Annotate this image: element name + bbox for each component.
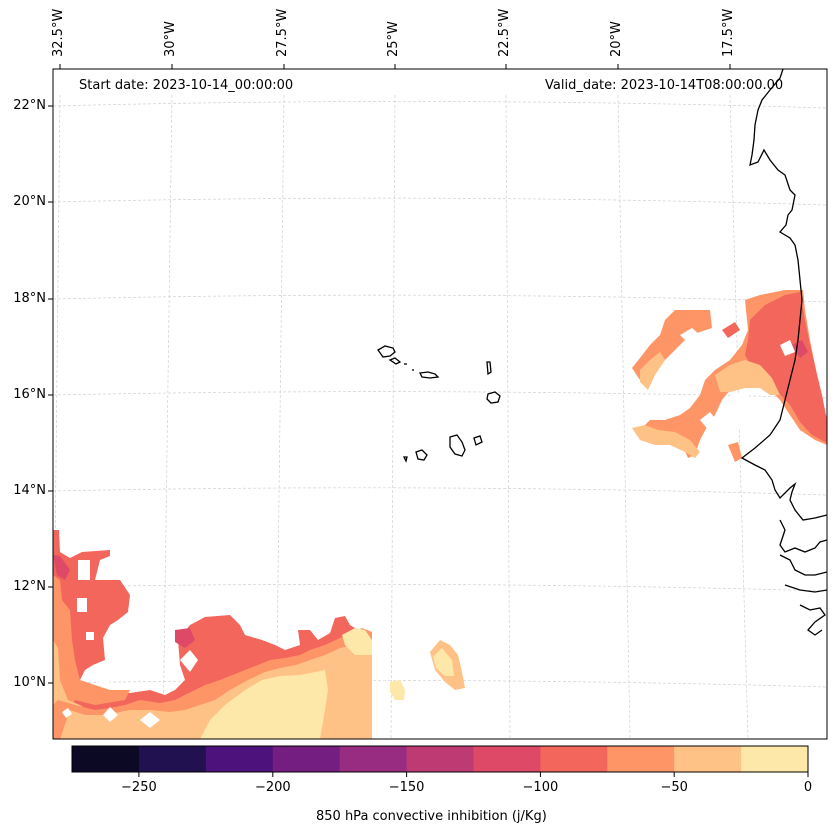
colorbar-segment [339,746,408,772]
sao-vicente-island [388,357,402,365]
coastlines [377,69,827,636]
colorbar-ticks [138,772,809,777]
colorbar-tick-label: −150 [388,780,425,795]
lon-ticks [59,64,731,69]
maio-island [473,435,483,446]
santiago-island [449,434,466,457]
colorbar-tick-label: −200 [254,780,291,795]
lat-label-22n: 22°N [13,98,46,113]
colorbar-segment [72,746,140,772]
lat-label-14n: 14°N [13,483,46,498]
guinea-coast [779,554,827,576]
parallel-16n [53,391,827,399]
colorbar-segment [138,746,207,772]
valid-date-text: Valid_date: 2023-10-14T08:00:00.00 [545,78,784,93]
parallel-12n [53,583,827,592]
sao-nicolau-island [419,371,440,379]
parallel-22n [53,101,827,109]
fogo-island [415,449,428,461]
colorbar-segment [540,746,608,772]
colorbar-tick-label: −250 [121,780,157,795]
colorbar-tick-label: 0 [803,780,813,795]
santo-antao-island [377,345,396,358]
lon-label-22-5w: 22.5°W [497,8,512,57]
colorbar-label: 850 hPa convective inhibition (j/Kg) [316,809,547,824]
lon-label-32-5w: 32.5°W [51,8,66,57]
colorbar-segment [473,746,541,772]
colorbar-segment [272,746,341,772]
parallel-20n [53,197,827,206]
cin-field-northeast [632,290,827,462]
lon-label-17-5w: 17.5°W [721,8,736,57]
sal-island [486,361,492,376]
cin-field-southwest [53,530,465,739]
lat-label-16n: 16°N [13,387,46,402]
lat-label-10n: 10°N [13,675,46,690]
guinea-coast-2 [784,584,827,593]
africa-coast [740,69,827,521]
lat-label-12n: 12°N [13,579,46,594]
start-date-text: Start date: 2023-10-14_00:00:00 [79,78,294,93]
colorbar-segment [674,746,742,772]
lon-label-27-5w: 27.5°W [275,8,290,57]
lat-label-18n: 18°N [13,291,46,306]
lat-ticks [48,105,53,684]
meridian-25w [390,94,396,739]
meridian-30w [162,94,173,739]
lat-label-20n: 20°N [13,194,46,209]
lon-label-25w: 25°W [386,21,401,57]
africa-coast-south [779,519,827,553]
parallel-10n [53,679,827,688]
colorbar-segment [205,746,274,772]
colorbar-segment [406,746,474,772]
meridian-20w [617,94,631,739]
bissagos-islands [799,604,826,636]
colorbar-segment [741,746,809,772]
meridian-22-5w [505,94,511,739]
colorbar-segment [607,746,675,772]
colorbar-tick-label: −100 [522,780,559,795]
lon-label-20w: 20°W [609,21,624,57]
map-area [53,69,827,739]
map-frame [52,68,828,740]
brava-island [402,456,408,463]
colorbar [71,745,809,777]
parallel-18n [53,294,827,303]
colorbar-frame [71,745,809,773]
colorbar-tick-label: −50 [660,780,688,795]
lon-label-30w: 30°W [163,21,178,57]
parallel-14n [53,487,827,496]
graticule [53,94,827,739]
boa-vista-island [486,391,501,404]
meridian-27-5w [275,94,285,739]
